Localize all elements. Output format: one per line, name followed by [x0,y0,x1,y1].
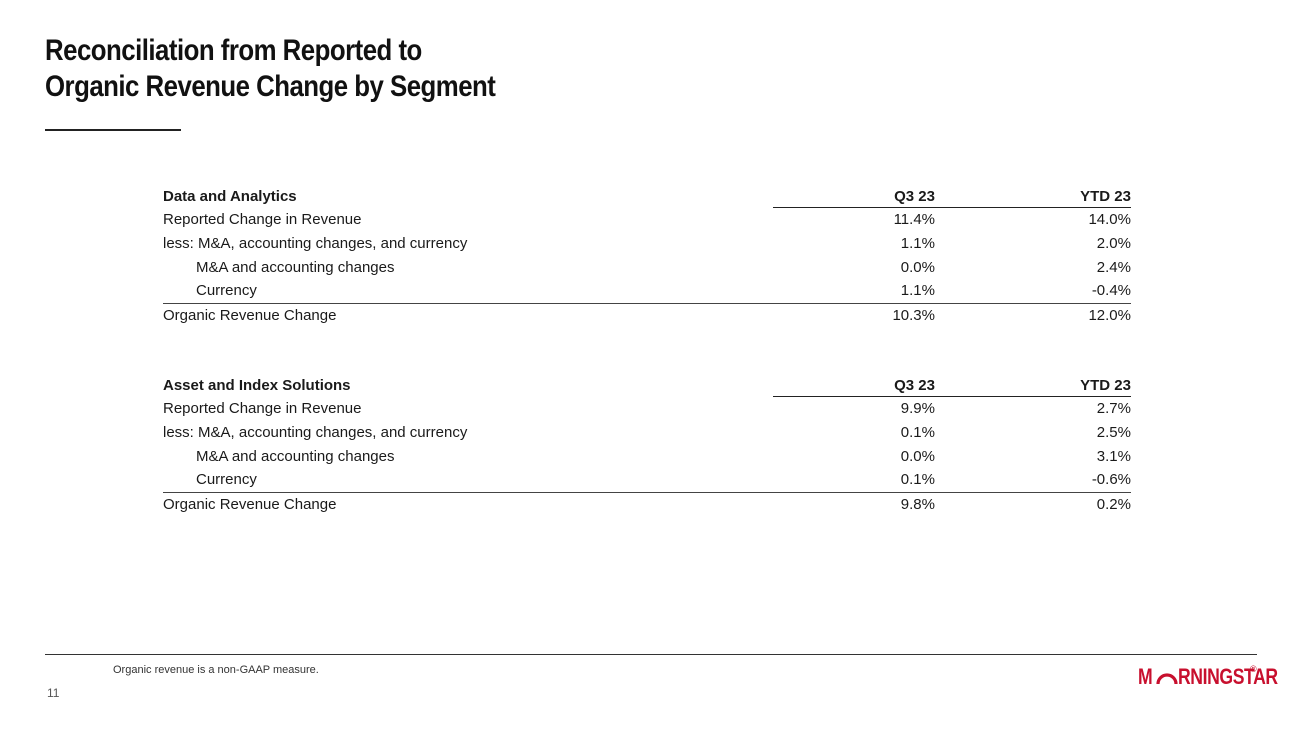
q3-value: 11.4% [893,211,935,228]
ytd-value: 14.0% [1088,211,1131,228]
asset-and-index-solutions-table: Asset and Index Solutions Q3 23 YTD 23 R… [163,375,1131,517]
table-row: Reported Change in Revenue 11.4% 14.0% [163,208,1131,232]
page-title: Reconciliation from Reported to Organic … [45,33,496,105]
ytd-value: 2.7% [1096,400,1131,417]
column-header-ytd: YTD 23 [935,186,1131,208]
ytd-value: 2.0% [1096,234,1131,252]
column-header-q3: Q3 23 [773,375,935,397]
footnote: Organic revenue is a non-GAAP measure. [113,664,319,676]
table-header-row: Asset and Index Solutions Q3 23 YTD 23 [163,375,1131,397]
q3-value: 9.8% [773,492,935,517]
q3-value: 9.9% [900,400,935,417]
row-label: Currency [196,282,257,300]
ytd-value: 0.2% [935,492,1131,517]
column-header-q3: Q3 23 [773,186,935,208]
table-row: less: M&A, accounting changes, and curre… [163,421,1131,445]
table-row: M&A and accounting changes 0.0% 3.1% [163,445,1131,469]
ytd-value: 12.0% [935,303,1131,328]
table-header-row: Data and Analytics Q3 23 YTD 23 [163,186,1131,208]
q3-value: 1.1% [900,282,935,300]
data-and-analytics-table: Data and Analytics Q3 23 YTD 23 Reported… [163,186,1131,328]
row-label: M&A and accounting changes [196,447,395,465]
row-label: less: M&A, accounting changes, and curre… [163,423,468,441]
table-row: Currency 1.1% -0.4% [163,279,1131,303]
logo-text-start: M [1138,664,1153,689]
table-row: Currency 0.1% -0.6% [163,468,1131,492]
segment-name: Asset and Index Solutions [163,377,351,395]
q3-value: 0.0% [900,258,935,276]
table-row: Reported Change in Revenue 9.9% 2.7% [163,397,1131,421]
q3-value: 10.3% [773,303,935,328]
page-title-line-2: Organic Revenue Change by Segment [45,70,496,103]
row-label: Currency [196,471,257,489]
page-number: 11 [47,686,60,700]
page-title-line-1: Reconciliation from Reported to [45,34,422,67]
ytd-value: -0.4% [1091,282,1131,300]
title-underline [45,129,181,131]
registered-mark: ® [1250,664,1257,674]
morningstar-logo: M RNINGSTAR [1138,663,1300,691]
row-label: M&A and accounting changes [196,258,395,276]
row-label: Organic Revenue Change [163,492,773,517]
ytd-value: -0.6% [1091,471,1131,489]
logo-text-end: RNINGSTAR [1177,664,1278,689]
ytd-value: 2.4% [1096,258,1131,276]
table-total-row: Organic Revenue Change 10.3% 12.0% [163,303,1131,328]
table-row: M&A and accounting changes 0.0% 2.4% [163,256,1131,280]
q3-value: 0.1% [900,423,935,441]
ytd-value: 3.1% [1096,447,1131,465]
q3-value: 1.1% [900,234,935,252]
q3-value: 0.1% [900,471,935,489]
logo-arc-icon [1156,673,1178,685]
ytd-value: 2.5% [1096,423,1131,441]
footer-divider [45,654,1257,655]
table-row: less: M&A, accounting changes, and curre… [163,232,1131,256]
column-header-ytd: YTD 23 [935,375,1131,397]
q3-value: 0.0% [900,447,935,465]
row-label: Reported Change in Revenue [163,210,362,228]
row-label: less: M&A, accounting changes, and curre… [163,234,468,252]
row-label: Organic Revenue Change [163,303,773,328]
segment-name: Data and Analytics [163,188,297,206]
table-total-row: Organic Revenue Change 9.8% 0.2% [163,492,1131,517]
row-label: Reported Change in Revenue [163,399,362,417]
